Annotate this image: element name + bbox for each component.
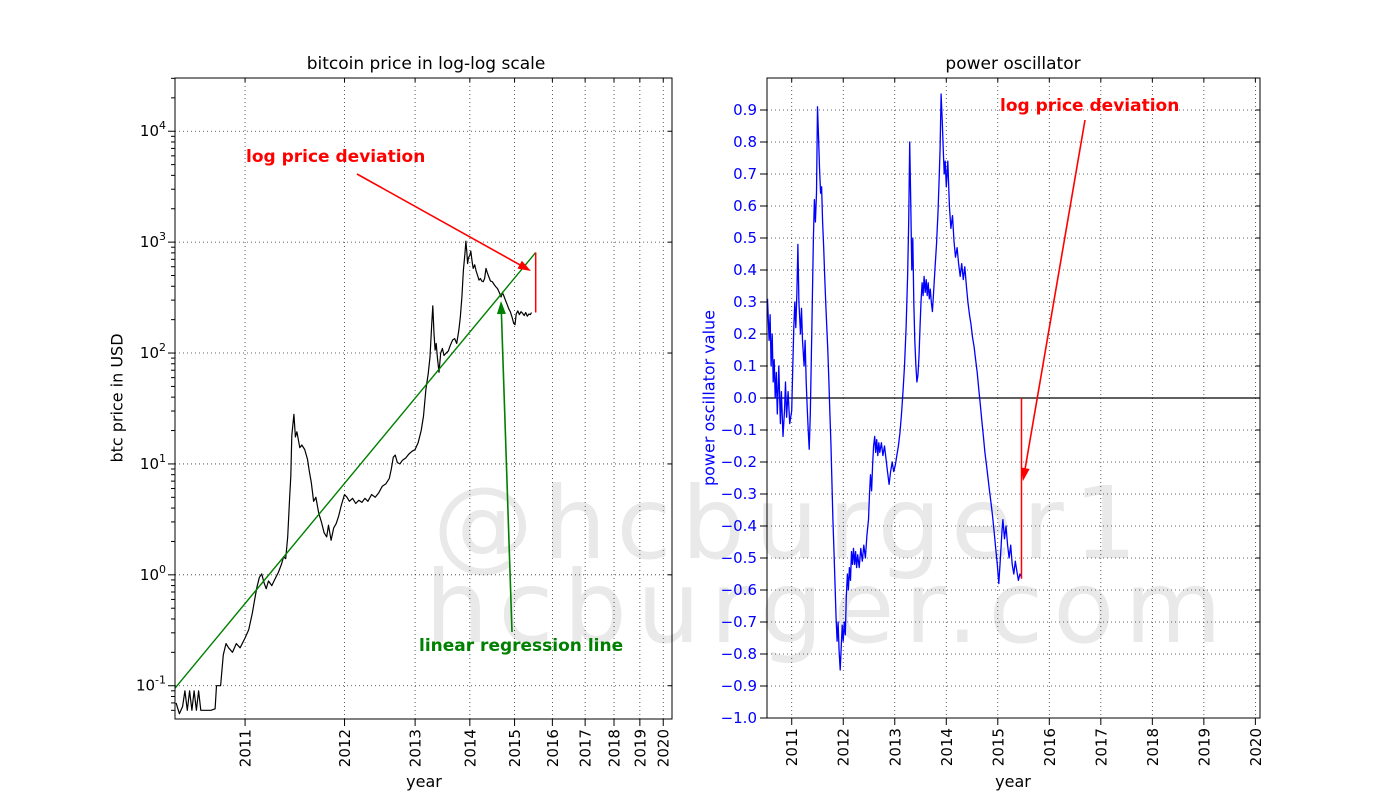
left-x-axis-label: year: [406, 772, 442, 791]
y-tick-label: 102: [140, 341, 166, 362]
x-tick-label: 2017: [1092, 728, 1110, 766]
x-tick-label: 2018: [606, 729, 624, 767]
y-tick-label: 0.1: [733, 357, 757, 375]
right-chart-title: power oscillator: [945, 54, 1081, 74]
x-tick-label: 2012: [835, 728, 853, 766]
y-tick-label: −0.9: [721, 677, 757, 695]
x-tick-label: 2019: [1195, 728, 1213, 766]
left-chart-title: bitcoin price in log-log scale: [306, 54, 546, 74]
x-tick-label: 2016: [1041, 728, 1059, 766]
watermark-line-2: hcburger.com: [425, 549, 1232, 666]
x-tick-label: 2012: [336, 729, 354, 767]
right-plot-tick-labels: 0.9 0.8 0.7 0.6 0.5 0.4 0.3 0.2 0.1 0.0 −0.1 −0.2 −0…: [721, 101, 1265, 766]
y-tick-label: −0.7: [721, 613, 757, 631]
y-tick-label: −0.1: [721, 421, 757, 439]
y-tick-label: −0.5: [721, 549, 757, 567]
y-tick-label: 104: [140, 119, 166, 140]
right-annotation-log-price-deviation: log price deviation: [1000, 96, 1180, 116]
x-tick-label: 2011: [783, 728, 801, 766]
x-tick-label: 2015: [506, 729, 524, 767]
y-tick-label: −0.3: [721, 485, 757, 503]
y-tick-label: 101: [140, 452, 166, 473]
x-tick-label: 2020: [655, 729, 673, 767]
y-tick-label: 0.9: [733, 101, 757, 119]
left-plot-series: [174, 240, 537, 715]
x-tick-label: 2015: [989, 728, 1007, 766]
left-plot-tick-labels: 104 103 102 101 100 10-1 2011 2012 2013 2014 2015 2…: [136, 119, 673, 767]
left-plot-annotation-arrows: [356, 173, 531, 633]
x-tick-label: 2020: [1247, 728, 1265, 766]
left-plot-ticks: [168, 77, 672, 726]
y-tick-label: 10-1: [136, 674, 166, 695]
x-tick-label: 2018: [1144, 728, 1162, 766]
watermark-line-1: @hcburger1: [433, 465, 1148, 582]
left-y-axis-label: btc price in USD: [107, 333, 127, 463]
right-y-axis-label: power oscillator value: [699, 309, 719, 487]
right-x-axis-label: year: [995, 772, 1031, 791]
btc-price-line: [175, 240, 533, 715]
y-tick-label: 0.7: [733, 165, 757, 183]
right-plot-series: [766, 93, 1023, 671]
y-tick-label: 0.8: [733, 133, 757, 151]
y-tick-label: −0.6: [721, 581, 757, 599]
x-tick-label: 2014: [461, 729, 479, 767]
y-tick-label: 100: [140, 563, 166, 584]
x-tick-label: 2013: [407, 729, 425, 767]
y-tick-label: −0.4: [721, 517, 757, 535]
y-tick-label: 0.6: [733, 197, 757, 215]
x-tick-label: 2016: [544, 729, 562, 767]
x-tick-label: 2017: [577, 729, 595, 767]
right-plot-ticks: [760, 78, 1260, 725]
left-plot-grid: [175, 78, 672, 719]
y-tick-label: 0.5: [733, 229, 757, 247]
y-tick-label: 0.2: [733, 325, 757, 343]
x-tick-label: 2019: [631, 729, 649, 767]
y-tick-label: 103: [140, 230, 166, 251]
left-annotation-log-price-deviation: log price deviation: [246, 147, 426, 167]
x-tick-label: 2011: [237, 729, 255, 767]
y-tick-label: 0.0: [733, 389, 757, 407]
x-tick-label: 2014: [938, 728, 956, 766]
y-tick-label: 0.4: [733, 261, 757, 279]
x-tick-label: 2013: [886, 728, 904, 766]
y-tick-label: −1.0: [721, 709, 757, 727]
y-tick-label: −0.2: [721, 453, 757, 471]
y-tick-label: 0.3: [733, 293, 757, 311]
left-annotation-linear-regression-line: linear regression line: [419, 636, 624, 656]
power-oscillator-line: [766, 93, 1023, 671]
left-plot-frame: [174, 77, 673, 720]
right-plot-annotation-arrows: [1020, 119, 1086, 481]
regression-line: [174, 252, 537, 689]
y-tick-label: −0.8: [721, 645, 757, 663]
